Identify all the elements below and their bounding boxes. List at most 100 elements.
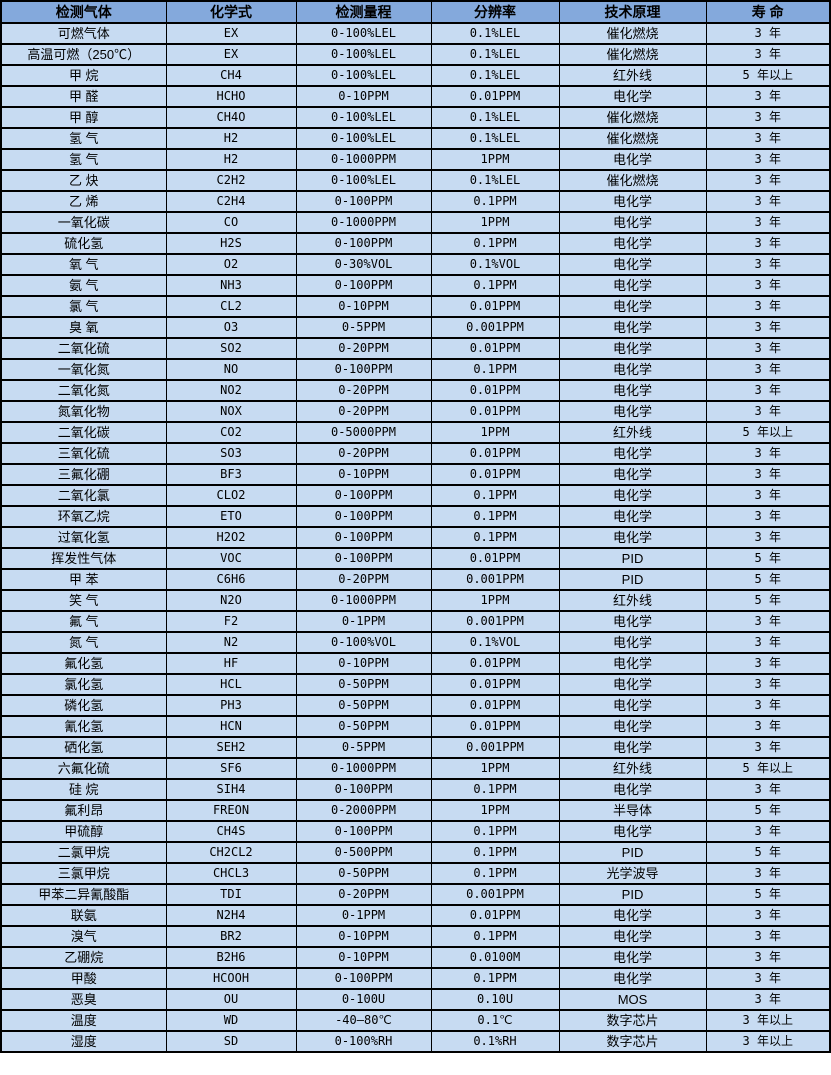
resolution-cell: 0.1%LEL xyxy=(430,169,560,192)
gas-cell: 一氧化碳 xyxy=(0,211,167,234)
formula-cell: EX xyxy=(165,22,297,45)
principle-cell: 电化学 xyxy=(558,904,707,927)
resolution-cell: 0.01PPM xyxy=(430,400,560,423)
range-cell: 0-100%RH xyxy=(295,1030,432,1053)
formula-cell: F2 xyxy=(165,610,297,633)
range-cell: 0-50PPM xyxy=(295,694,432,717)
life-cell: 5 年 xyxy=(705,589,831,612)
principle-cell: 电化学 xyxy=(558,316,707,339)
table-row: 湿度 SD 0-100%RH 0.1%RH 数字芯片 3 年以上 xyxy=(0,1030,831,1053)
range-cell: 0-30%VOL xyxy=(295,253,432,276)
formula-cell: PH3 xyxy=(165,694,297,717)
life-cell: 3 年 xyxy=(705,463,831,486)
table-body: 可燃气体 EX 0-100%LEL 0.1%LEL 催化燃烧 3 年高温可燃（250℃） E… xyxy=(0,22,831,1053)
principle-cell: 电化学 xyxy=(558,442,707,465)
table-row: 硅 烷 SIH4 0-100PPM 0.1PPM 电化学 3 年 xyxy=(0,778,831,801)
gas-cell: 硫化氢 xyxy=(0,232,167,255)
principle-cell: PID xyxy=(558,568,707,591)
range-cell: 0-5PPM xyxy=(295,736,432,759)
resolution-cell: 0.1%LEL xyxy=(430,43,560,66)
life-cell: 3 年 xyxy=(705,337,831,360)
principle-cell: 电化学 xyxy=(558,946,707,969)
table-row: 氟 气 F2 0-1PPM 0.001PPM 电化学 3 年 xyxy=(0,610,831,633)
formula-cell: C2H2 xyxy=(165,169,297,192)
range-cell: 0-100PPM xyxy=(295,358,432,381)
principle-cell: 电化学 xyxy=(558,358,707,381)
table-row: 氧 气 O2 0-30%VOL 0.1%VOL 电化学 3 年 xyxy=(0,253,831,276)
resolution-cell: 0.1%LEL xyxy=(430,106,560,129)
table-row: 二氯甲烷 CH2CL2 0-500PPM 0.1PPM PID 5 年 xyxy=(0,841,831,864)
range-cell: 0-100U xyxy=(295,988,432,1011)
range-cell: 0-100PPM xyxy=(295,484,432,507)
range-cell: 0-100%LEL xyxy=(295,22,432,45)
resolution-cell: 0.1PPM xyxy=(430,484,560,507)
principle-cell: 电化学 xyxy=(558,736,707,759)
formula-cell: N2O xyxy=(165,589,297,612)
principle-cell: 电化学 xyxy=(558,190,707,213)
resolution-cell: 1PPM xyxy=(430,799,560,822)
table-row: 乙 炔 C2H2 0-100%LEL 0.1%LEL 催化燃烧 3 年 xyxy=(0,169,831,192)
resolution-cell: 0.01PPM xyxy=(430,85,560,108)
table-row: 甲 烷 CH4 0-100%LEL 0.1%LEL 红外线 5 年以上 xyxy=(0,64,831,87)
gas-cell: 二氧化碳 xyxy=(0,421,167,444)
table-row: 甲硫醇 CH4S 0-100PPM 0.1PPM 电化学 3 年 xyxy=(0,820,831,843)
formula-cell: N2 xyxy=(165,631,297,654)
gas-cell: 甲 烷 xyxy=(0,64,167,87)
range-cell: 0-100PPM xyxy=(295,820,432,843)
life-cell: 3 年 xyxy=(705,22,831,45)
range-cell: 0-20PPM xyxy=(295,337,432,360)
formula-cell: WD xyxy=(165,1009,297,1032)
formula-cell: CLO2 xyxy=(165,484,297,507)
resolution-cell: 0.1%VOL xyxy=(430,253,560,276)
gas-cell: 三氧化硫 xyxy=(0,442,167,465)
principle-cell: 数字芯片 xyxy=(558,1030,707,1053)
principle-cell: 数字芯片 xyxy=(558,1009,707,1032)
life-cell: 3 年 xyxy=(705,400,831,423)
gas-cell: 甲苯二异氰酸酯 xyxy=(0,883,167,906)
column-header-life: 寿 命 xyxy=(705,0,831,24)
formula-cell: CH4S xyxy=(165,820,297,843)
gas-cell: 氟 气 xyxy=(0,610,167,633)
principle-cell: 电化学 xyxy=(558,274,707,297)
range-cell: 0-100%LEL xyxy=(295,43,432,66)
table-row: 氟化氢 HF 0-10PPM 0.01PPM 电化学 3 年 xyxy=(0,652,831,675)
formula-cell: SO3 xyxy=(165,442,297,465)
life-cell: 3 年 xyxy=(705,967,831,990)
life-cell: 3 年 xyxy=(705,484,831,507)
principle-cell: 电化学 xyxy=(558,778,707,801)
life-cell: 3 年 xyxy=(705,190,831,213)
principle-cell: 电化学 xyxy=(558,526,707,549)
principle-cell: 电化学 xyxy=(558,631,707,654)
resolution-cell: 0.01PPM xyxy=(430,715,560,738)
range-cell: 0-50PPM xyxy=(295,862,432,885)
principle-cell: 电化学 xyxy=(558,673,707,696)
formula-cell: HCHO xyxy=(165,85,297,108)
life-cell: 3 年 xyxy=(705,820,831,843)
principle-cell: 红外线 xyxy=(558,421,707,444)
principle-cell: 催化燃烧 xyxy=(558,169,707,192)
formula-cell: CO2 xyxy=(165,421,297,444)
formula-cell: SO2 xyxy=(165,337,297,360)
life-cell: 3 年 xyxy=(705,379,831,402)
gas-cell: 氯 气 xyxy=(0,295,167,318)
formula-cell: EX xyxy=(165,43,297,66)
table-row: 六氟化硫 SF6 0-1000PPM 1PPM 红外线 5 年以上 xyxy=(0,757,831,780)
range-cell: 0-500PPM xyxy=(295,841,432,864)
range-cell: 0-100%LEL xyxy=(295,127,432,150)
gas-cell: 湿度 xyxy=(0,1030,167,1053)
table-row: 溴气 BR2 0-10PPM 0.1PPM 电化学 3 年 xyxy=(0,925,831,948)
gas-cell: 可燃气体 xyxy=(0,22,167,45)
range-cell: 0-5PPM xyxy=(295,316,432,339)
life-cell: 3 年 xyxy=(705,715,831,738)
range-cell: 0-20PPM xyxy=(295,400,432,423)
column-header-range: 检测量程 xyxy=(295,0,432,24)
range-cell: 0-1000PPM xyxy=(295,589,432,612)
formula-cell: C2H4 xyxy=(165,190,297,213)
life-cell: 3 年 xyxy=(705,274,831,297)
range-cell: 0-20PPM xyxy=(295,568,432,591)
formula-cell: TDI xyxy=(165,883,297,906)
principle-cell: 红外线 xyxy=(558,757,707,780)
principle-cell: 催化燃烧 xyxy=(558,43,707,66)
gas-cell: 氢 气 xyxy=(0,148,167,171)
principle-cell: 电化学 xyxy=(558,379,707,402)
